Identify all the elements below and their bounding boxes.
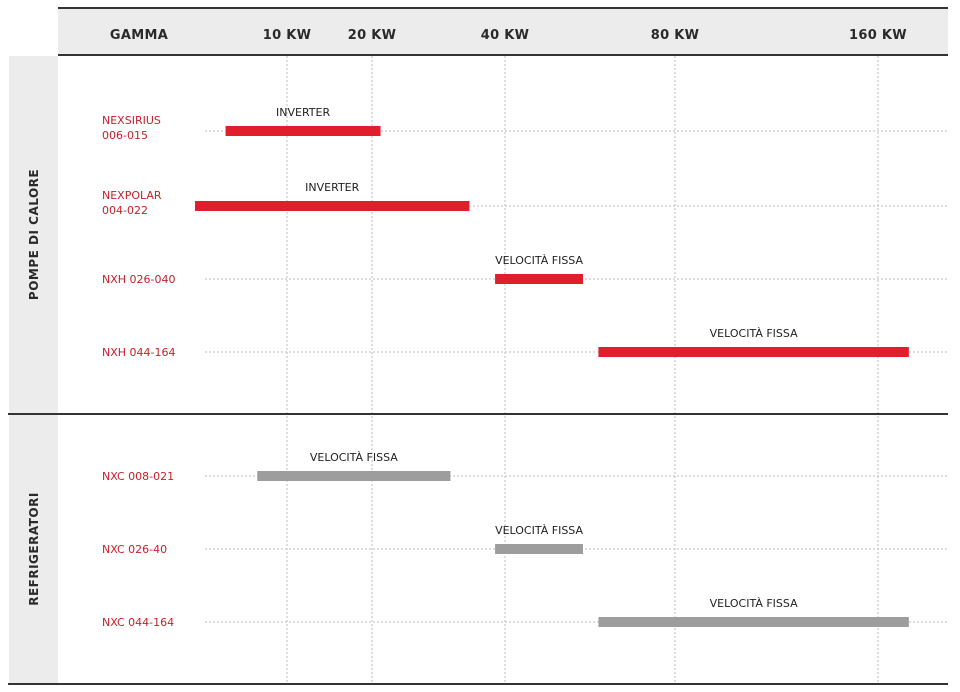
group-label: POMPE DI CALORE: [27, 169, 41, 300]
group-label-panel: [9, 56, 58, 413]
bar-label: VELOCITÀ FISSA: [495, 254, 583, 267]
bar-label: INVERTER: [276, 106, 330, 119]
range-bar: [495, 544, 583, 554]
row-label: NXC 008-021: [102, 470, 174, 483]
group-label: REFRIGERATORI: [27, 492, 41, 606]
row-label: NXH 044-164: [102, 346, 176, 359]
bar-label: INVERTER: [305, 181, 359, 194]
bar-label: VELOCITÀ FISSA: [495, 524, 583, 537]
x-tick-label: 40 KW: [481, 28, 530, 43]
header-background: [58, 8, 948, 55]
header-category-label: GAMMA: [110, 28, 168, 43]
x-tick-label: 10 KW: [263, 28, 312, 43]
range-bar: [195, 201, 470, 211]
range-bar: [225, 126, 381, 136]
x-tick-label: 20 KW: [348, 28, 397, 43]
row-label: NXC 044-164: [102, 616, 174, 629]
row-label: 004-022: [102, 204, 148, 217]
row-label: 006-015: [102, 129, 148, 142]
row-label: NEXSIRIUS: [102, 114, 161, 127]
bar-label: VELOCITÀ FISSA: [710, 327, 798, 340]
row-label: NXC 026-40: [102, 543, 167, 556]
range-bar: [257, 471, 451, 481]
group-label-panel: [9, 415, 58, 683]
bar-label: VELOCITÀ FISSA: [310, 451, 398, 464]
range-bar: [598, 617, 909, 627]
range-bar: [598, 347, 909, 357]
row-label: NXH 026-040: [102, 273, 176, 286]
row-label: NEXPOLAR: [102, 189, 162, 202]
bar-label: VELOCITÀ FISSA: [710, 597, 798, 610]
range-bar: [495, 274, 583, 284]
x-tick-label: 80 KW: [651, 28, 700, 43]
x-tick-label: 160 KW: [849, 28, 907, 43]
